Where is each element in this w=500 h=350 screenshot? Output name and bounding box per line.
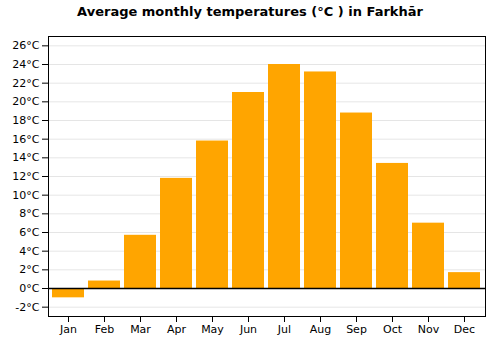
svg-text:Feb: Feb: [95, 323, 114, 336]
svg-text:Jan: Jan: [59, 323, 77, 336]
svg-text:Sep: Sep: [346, 323, 367, 336]
svg-text:Jun: Jun: [239, 323, 257, 336]
svg-text:Aug: Aug: [310, 323, 331, 336]
svg-text:12°C: 12°C: [12, 170, 39, 183]
svg-text:26°C: 26°C: [12, 39, 39, 52]
html-text:Average monthly temperatures (: Average monthly temperatures (°C ) in Fa…: [77, 4, 423, 19]
svg-text:Jul: Jul: [277, 323, 291, 336]
svg-text:4°C: 4°C: [19, 245, 39, 258]
svg-text:6°C: 6°C: [19, 226, 39, 239]
svg-text:16°C: 16°C: [12, 133, 39, 146]
svg-text:10°C: 10°C: [12, 189, 39, 202]
svg-text:0°C: 0°C: [19, 282, 39, 295]
svg-text:20°C: 20°C: [12, 95, 39, 108]
svg-text:2°C: 2°C: [19, 263, 39, 276]
svg-text:Apr: Apr: [167, 323, 187, 336]
svg-text:8°C: 8°C: [19, 207, 39, 220]
svg-text:Oct: Oct: [383, 323, 403, 336]
svg-text:Nov: Nov: [418, 323, 440, 336]
svg-text:14°C: 14°C: [12, 151, 39, 164]
svg-text:22°C: 22°C: [12, 77, 39, 90]
svg-text:Mar: Mar: [130, 323, 151, 336]
svg-text:May: May: [201, 323, 224, 336]
svg-text:-2°C: -2°C: [15, 301, 39, 314]
svg-text:18°C: 18°C: [12, 114, 39, 127]
svg-text:24°C: 24°C: [12, 58, 39, 71]
svg-text:Dec: Dec: [454, 323, 475, 336]
